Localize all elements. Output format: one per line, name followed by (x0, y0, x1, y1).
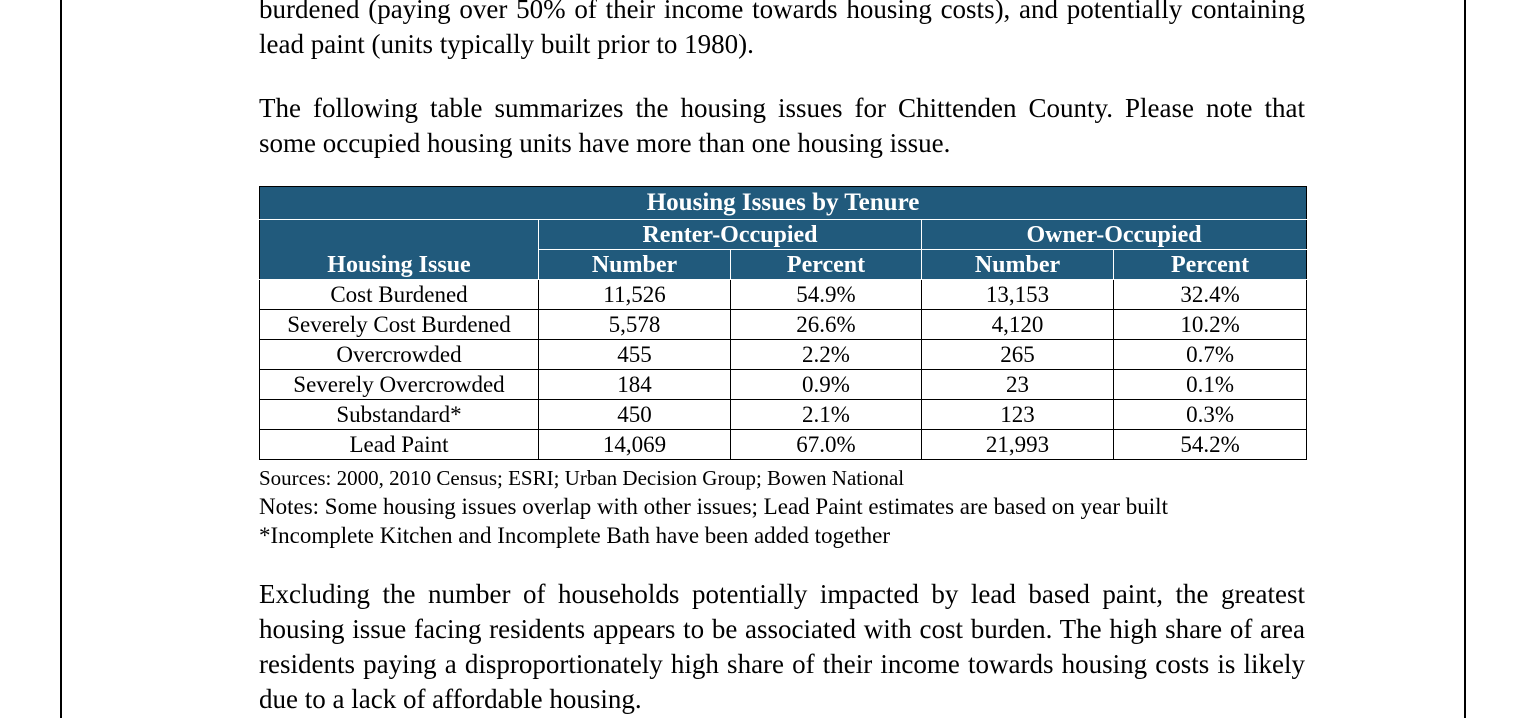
sources-note: Sources: 2000, 2010 Census; ESRI; Urban … (259, 466, 905, 490)
table-row: Severely Overcrowded 184 0.9% 23 0.1% (259, 369, 1308, 400)
owner-number-cell: 21,993 (921, 429, 1114, 460)
owner-number-header: Number (921, 249, 1114, 280)
renter-occupied-header: Renter-Occupied (538, 219, 922, 250)
issue-cell: Substandard* (259, 399, 539, 430)
renter-number-header: Number (538, 249, 731, 280)
issue-cell: Severely Overcrowded (259, 369, 539, 400)
issue-cell: Overcrowded (259, 339, 539, 370)
table-notes: Sources: 2000, 2010 Census; ESRI; Urban … (259, 464, 1305, 550)
issue-cell: Severely Cost Burdened (259, 309, 539, 340)
renter-percent-cell: 0.9% (730, 369, 922, 400)
owner-percent-cell: 0.3% (1112, 399, 1308, 430)
owner-percent-cell: 0.1% (1112, 369, 1308, 400)
renter-number-cell: 14,069 (538, 429, 731, 460)
owner-percent-cell: 54.2% (1112, 429, 1308, 460)
table-row: Cost Burdened 11,526 54.9% 13,153 32.4% (259, 279, 1308, 310)
conclusion-paragraph: Excluding the number of households poten… (259, 579, 1305, 714)
owner-percent-cell: 32.4% (1112, 279, 1308, 310)
table-row: Lead Paint 14,069 67.0% 21,993 54.2% (259, 429, 1308, 460)
renter-percent-cell: 2.1% (730, 399, 922, 430)
renter-number-cell: 5,578 (538, 309, 731, 340)
renter-number-cell: 11,526 (538, 279, 731, 310)
issue-cell: Cost Burdened (259, 279, 539, 310)
owner-number-cell: 123 (921, 399, 1114, 430)
housing-issues-table: Housing Issues by Tenure Housing Issue R… (258, 186, 1308, 460)
renter-number-cell: 455 (538, 339, 731, 370)
renter-number-cell: 184 (538, 369, 731, 400)
table-title: Housing Issues by Tenure (258, 186, 1308, 220)
owner-percent-cell: 0.7% (1112, 339, 1308, 370)
housing-issue-header: Housing Issue (259, 219, 539, 280)
table-row: Severely Cost Burdened 5,578 26.6% 4,120… (259, 309, 1308, 340)
table-lead-paragraph: The following table summarizes the housi… (259, 93, 1305, 158)
owner-number-cell: 23 (921, 369, 1114, 400)
substandard-footnote: *Incomplete Kitchen and Incomplete Bath … (259, 523, 890, 548)
renter-number-cell: 450 (538, 399, 731, 430)
owner-occupied-header: Owner-Occupied (920, 219, 1308, 250)
owner-number-cell: 13,153 (921, 279, 1114, 310)
renter-percent-cell: 67.0% (730, 429, 922, 460)
owner-percent-cell: 10.2% (1112, 309, 1308, 340)
owner-number-cell: 265 (921, 339, 1114, 370)
owner-number-cell: 4,120 (921, 309, 1114, 340)
table-row: Overcrowded 455 2.2% 265 0.7% (259, 339, 1308, 370)
renter-percent-header: Percent (730, 249, 922, 280)
issue-cell: Lead Paint (259, 429, 539, 460)
intro-paragraph: burdened (paying over 50% of their incom… (259, 0, 1305, 59)
renter-percent-cell: 54.9% (730, 279, 922, 310)
table-row: Substandard* 450 2.1% 123 0.3% (259, 399, 1308, 430)
overlap-note: Notes: Some housing issues overlap with … (259, 494, 1168, 519)
renter-percent-cell: 26.6% (730, 309, 922, 340)
owner-percent-header: Percent (1112, 249, 1308, 280)
renter-percent-cell: 2.2% (730, 339, 922, 370)
page-border (60, 0, 1466, 718)
